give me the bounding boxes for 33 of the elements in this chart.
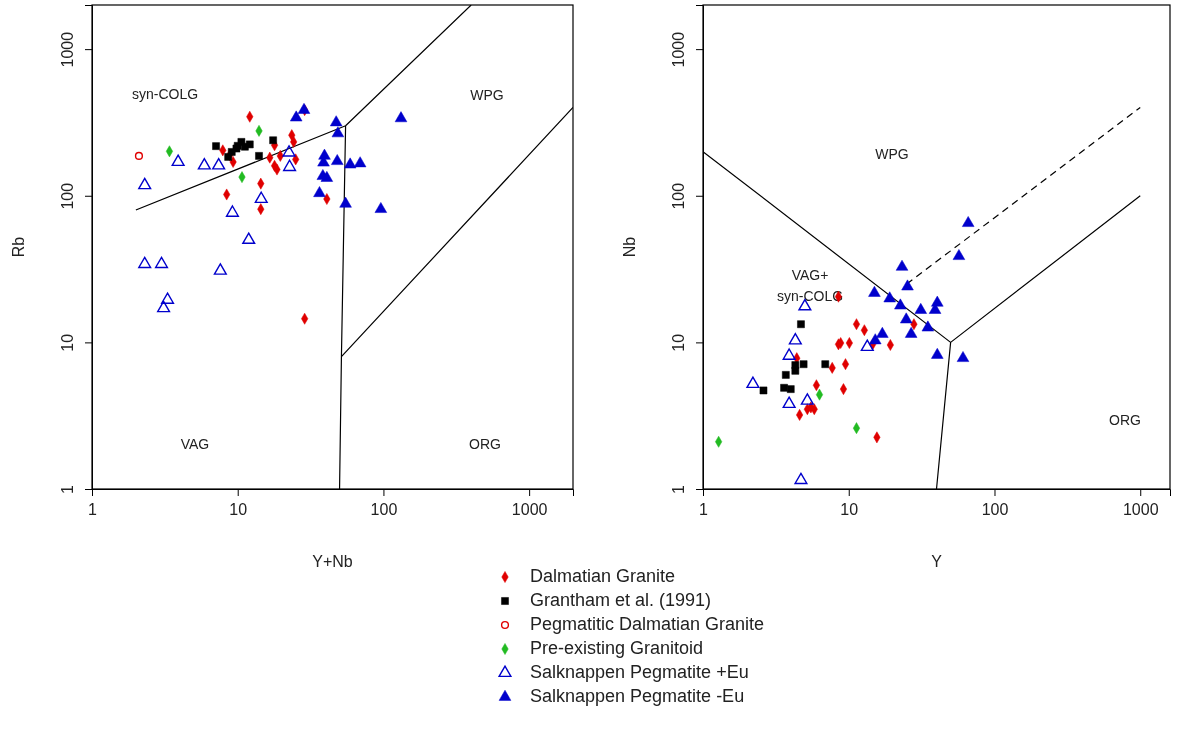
y-tick-label: 1000: [670, 31, 687, 68]
x-tick-label: 1000: [511, 501, 548, 519]
x-axis-title: Y+Nb: [312, 553, 353, 570]
annotation: WPG: [470, 86, 504, 103]
x-tick-label: 100: [370, 501, 398, 519]
y-tick-label: 1: [670, 484, 687, 494]
y-axis-title: Rb: [10, 236, 27, 258]
legend-label: Grantham et al. (1991): [530, 589, 712, 610]
y-tick-label: 100: [670, 182, 687, 210]
annotation: ORG: [1109, 411, 1141, 428]
annotation: ORG: [469, 435, 501, 452]
legend-label: Dalmatian Granite: [530, 565, 676, 586]
annotation: VAG: [180, 435, 210, 452]
x-tick-label: 1: [88, 501, 98, 519]
x-tick-label: 1: [699, 501, 709, 519]
x-tick-label: 1000: [1122, 501, 1159, 519]
y-tick-label: 10: [59, 333, 76, 352]
y-tick-label: 100: [59, 182, 76, 210]
legend-label: Pre-existing Granitoid: [530, 637, 704, 658]
annotation: VAG+: [791, 266, 829, 283]
y-tick-label: 1: [59, 484, 76, 494]
y-axis-title: Nb: [621, 236, 638, 258]
annotation: WPG: [875, 145, 909, 162]
x-axis-title: Y: [931, 553, 943, 570]
legend-label: Salknappen Pegmatite -Eu: [530, 685, 745, 706]
x-tick-label: 10: [229, 501, 248, 519]
legend-label: Pegmatitic Dalmatian Granite: [530, 613, 765, 634]
y-tick-label: 10: [670, 333, 687, 352]
legend-label: Salknappen Pegmatite +Eu: [530, 661, 749, 682]
x-tick-label: 10: [840, 501, 859, 519]
y-tick-label: 1000: [59, 31, 76, 68]
x-tick-label: 100: [981, 501, 1009, 519]
annotation: syn-COLG: [131, 85, 199, 102]
